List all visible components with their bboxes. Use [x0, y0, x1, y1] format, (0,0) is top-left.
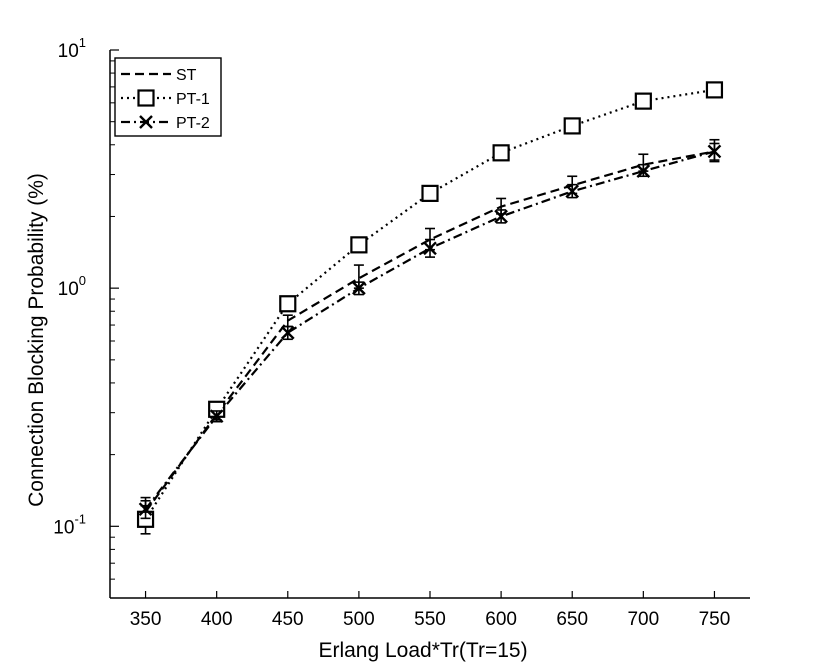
y-tick-label: 10-1 [53, 511, 86, 538]
x-marker [494, 209, 508, 224]
legend-label: ST [176, 67, 197, 84]
legend-label: PT-2 [176, 115, 210, 132]
series-line [144, 88, 715, 520]
series-PT-1 [136, 81, 724, 535]
y-axis: 10-1 100 101 [53, 35, 119, 599]
square-marker [705, 81, 724, 99]
x-tick-label: 550 [414, 609, 446, 630]
legend-label: PT-1 [176, 91, 210, 108]
series-PT-2 [138, 142, 722, 520]
square-marker [137, 89, 155, 107]
series-line [144, 150, 715, 510]
x-tick-label: 500 [343, 609, 375, 630]
x-tick-label: 350 [130, 609, 162, 630]
x-tick-label: 400 [201, 609, 233, 630]
x-axis: 350 400 450 500 550 600 650 700 750 [130, 591, 731, 630]
x-marker [280, 325, 295, 340]
x-marker [138, 502, 153, 517]
square-marker [563, 117, 581, 135]
square-marker [421, 184, 439, 202]
legend: ST PT-1 PT-2 [114, 57, 222, 137]
legend-item-PT-2: PT-2 [121, 115, 210, 132]
square-marker [492, 144, 510, 162]
x-marker [209, 409, 224, 424]
x-tick-label: 600 [485, 609, 517, 630]
x-axis-title: Erlang Load*Tr(Tr=15) [318, 639, 527, 662]
x-marker [423, 241, 437, 256]
x-marker [139, 115, 153, 129]
series-layer [136, 81, 724, 535]
legend-item-ST: ST [121, 67, 197, 84]
y-tick-label: 101 [58, 35, 86, 62]
legend-item-PT-1: PT-1 [121, 89, 210, 108]
x-tick-label: 750 [699, 609, 731, 630]
y-axis-title: Connection Blocking Probability (%) [25, 173, 48, 507]
x-marker [352, 281, 366, 296]
series-line [144, 150, 715, 513]
square-marker [634, 92, 652, 110]
x-tick-label: 650 [556, 609, 588, 630]
x-tick-label: 700 [627, 609, 659, 630]
square-marker [350, 236, 368, 254]
y-tick-label: 100 [58, 273, 86, 300]
x-tick-label: 450 [272, 609, 304, 630]
x-marker [636, 164, 651, 178]
square-marker [279, 295, 297, 313]
x-marker [707, 144, 722, 159]
x-marker [565, 184, 580, 199]
